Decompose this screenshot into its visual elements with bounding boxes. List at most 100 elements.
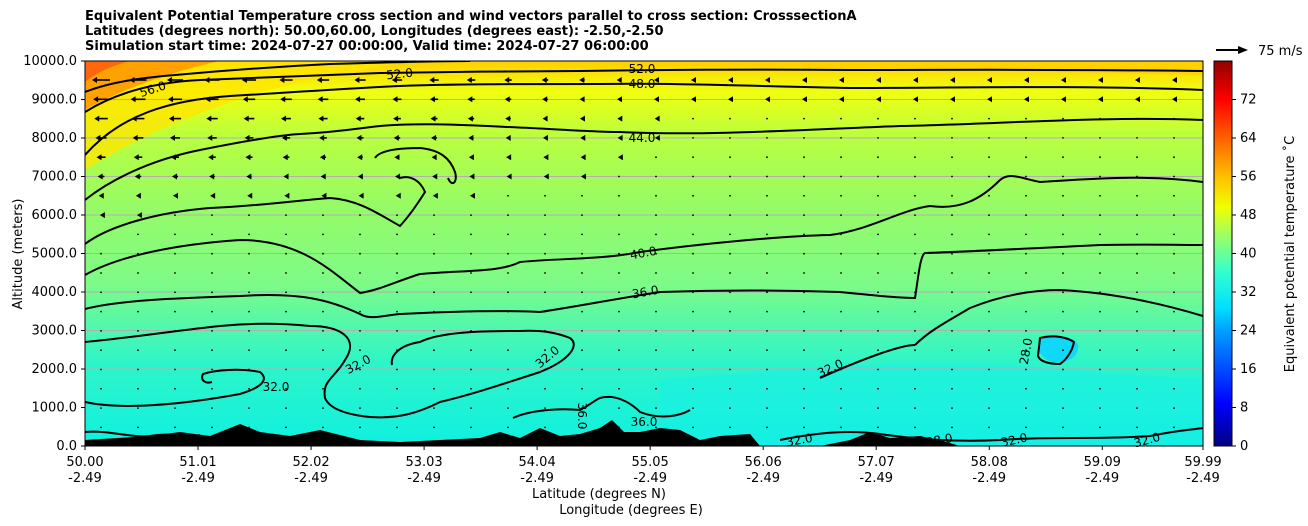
wind-vector (174, 214, 176, 217)
wind-vector (692, 252, 694, 255)
wind-vector (729, 310, 731, 313)
wind-vector (692, 349, 694, 352)
wind-vector (137, 368, 139, 371)
wind-vector (282, 154, 290, 161)
wind-vector (729, 137, 731, 139)
colorbar-label: Equivalent potential temperature ˚C (1282, 136, 1298, 372)
wind-vector (470, 291, 472, 294)
colorbar-ticks: 0 8 16 24 32 40 48 56 64 72 (1232, 93, 1257, 454)
contour-label-28a: 28.0 (1017, 337, 1035, 366)
contour-52 (85, 68, 1203, 113)
wind-vector (914, 175, 916, 178)
contour-label-32c: 32.0 (263, 380, 290, 394)
x-tick-label-lat: 51.01 (179, 455, 216, 470)
wind-vector (206, 115, 218, 122)
x-axis-label-lat: Latitude (degrees N) (532, 487, 666, 502)
wind-vector (137, 330, 139, 332)
wind-vector (839, 77, 844, 83)
x-tick-label-lon: -2.49 (1186, 471, 1220, 486)
wind-vector (431, 154, 437, 161)
wind-vector (914, 310, 916, 313)
wind-vector (729, 194, 731, 197)
x-axis: 50.00-2.4951.01-2.4952.02-2.4953.03-2.49… (66, 446, 1222, 486)
wind-vector (507, 272, 509, 274)
wind-vector (433, 387, 435, 390)
wind-vector (320, 173, 326, 180)
wind-vector (914, 387, 916, 390)
wind-vector (877, 291, 879, 294)
wind-vector (207, 134, 217, 141)
wind-vector (655, 368, 657, 371)
wind-vector (951, 175, 953, 178)
wind-vector (876, 77, 881, 83)
wind-vector (729, 214, 731, 217)
wind-vector (210, 192, 216, 199)
wind-vector (357, 173, 363, 180)
wind-vector (357, 154, 363, 161)
wind-vector (1099, 368, 1101, 371)
wind-vector (356, 134, 364, 141)
wind-vector (137, 291, 139, 294)
wind-vector (100, 291, 102, 294)
wind-vector (168, 115, 182, 122)
wind-vector (433, 407, 435, 409)
wind-vector (1173, 214, 1175, 217)
wind-vector (355, 96, 365, 103)
wind-vector (135, 192, 141, 199)
wind-vector (692, 407, 694, 409)
wind-vector (100, 407, 102, 409)
wind-vector (248, 272, 250, 274)
wind-vector (322, 291, 324, 294)
wind-vector (359, 252, 361, 255)
wind-vector (544, 426, 546, 429)
wind-vector (988, 272, 990, 274)
x-tick-label-lat: 52.02 (292, 455, 329, 470)
wind-vector (242, 96, 256, 103)
wind-vector (729, 117, 731, 120)
wind-vector (729, 272, 731, 274)
y-tick-label: 3000.0 (32, 324, 78, 339)
wind-vector (618, 310, 620, 313)
wind-vector (470, 272, 472, 274)
colorbar-tick-label: 56 (1240, 170, 1257, 185)
wind-vector (618, 291, 620, 294)
wind-vector (581, 194, 583, 197)
wind-vector (469, 192, 475, 199)
wind-vector (765, 77, 770, 83)
wind-vector (285, 407, 287, 409)
wind-vector (877, 252, 879, 255)
wind-vector (507, 407, 509, 409)
wind-vector (433, 214, 435, 217)
colorbar-tick-label: 24 (1240, 324, 1257, 339)
y-tick-label: 9000.0 (32, 93, 78, 108)
wind-vector (655, 407, 657, 409)
wind-vector (988, 330, 990, 332)
wind-vector (433, 426, 435, 429)
wind-vector (581, 426, 583, 429)
wind-vector (802, 77, 807, 83)
wind-vector (1099, 330, 1101, 332)
wind-vector (1099, 175, 1101, 178)
colorbar-tick-label: 0 (1240, 439, 1248, 454)
wind-vector (840, 117, 842, 120)
wind-vector (729, 407, 731, 409)
wind-vector (174, 368, 176, 371)
wind-vector (914, 214, 916, 217)
wind-vector (211, 291, 213, 294)
x-tick-label-lat: 57.07 (858, 455, 895, 470)
wind-vector (877, 349, 879, 352)
wind-vector (507, 349, 509, 352)
wind-vector (877, 272, 879, 274)
contour-label-40: 40.0 (629, 244, 658, 262)
wind-vector (542, 134, 548, 141)
wind-vector (1173, 426, 1175, 429)
wind-vector (914, 233, 916, 236)
wind-vector (470, 214, 472, 217)
wind-vector (1025, 349, 1027, 352)
wind-vector (951, 137, 953, 139)
wind-vector (1136, 407, 1138, 409)
wind-vector (803, 426, 805, 429)
wind-vector (507, 214, 509, 217)
wind-vector (1062, 291, 1064, 294)
title-line-3: Simulation start time: 2024-07-27 00:00:… (85, 39, 649, 54)
